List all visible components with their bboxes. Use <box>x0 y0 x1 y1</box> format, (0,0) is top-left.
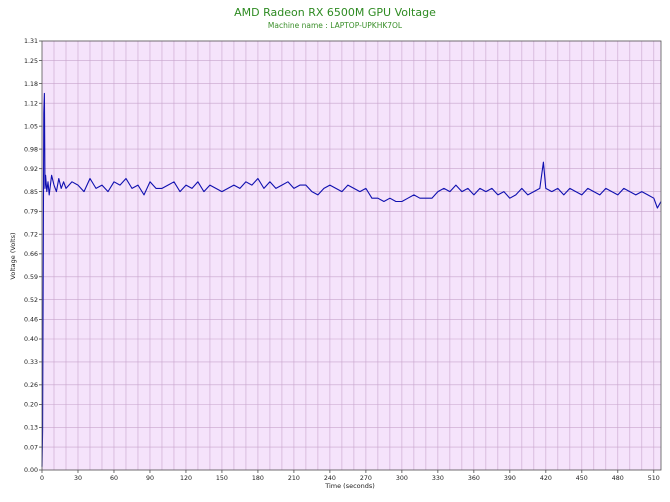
y-tick-label: 1.12 <box>24 100 38 107</box>
x-tick-label: 120 <box>180 475 192 482</box>
x-tick-label: 180 <box>252 475 264 482</box>
y-axis-label: Voltage (Volts) <box>9 232 17 279</box>
x-tick-label: 60 <box>110 475 118 482</box>
x-tick-label: 450 <box>576 475 588 482</box>
x-tick-label: 420 <box>540 475 552 482</box>
y-tick-label: 0.20 <box>24 402 38 409</box>
x-tick-label: 330 <box>432 475 444 482</box>
y-tick-label: 0.46 <box>24 317 38 324</box>
y-tick-label: 0.66 <box>24 251 38 258</box>
y-tick-label: 0.13 <box>24 425 38 432</box>
plot-area <box>42 41 661 470</box>
y-tick-label: 0.26 <box>24 382 38 389</box>
y-tick-label: 0.92 <box>24 166 38 173</box>
plot-frame <box>41 40 662 471</box>
chart-title: AMD Radeon RX 6500M GPU Voltage <box>234 6 436 19</box>
y-tick-label: 0.72 <box>24 231 38 238</box>
y-tick-label: 0.00 <box>24 467 38 474</box>
y-tick-label: 0.33 <box>24 359 38 366</box>
y-tick-label: 0.85 <box>24 189 38 196</box>
x-tick-label: 30 <box>74 475 82 482</box>
chart-subtitle: Machine name : LAPTOP-UPKHK7OL <box>268 21 403 30</box>
y-tick-label: 0.59 <box>24 274 38 281</box>
x-tick-label: 360 <box>468 475 480 482</box>
x-tick-label: 480 <box>612 475 624 482</box>
y-tick-label: 1.18 <box>24 81 38 88</box>
y-tick-label: 1.25 <box>24 58 38 65</box>
y-tick-label: 1.05 <box>24 123 38 130</box>
x-tick-label: 390 <box>504 475 516 482</box>
x-axis-label: Time (seconds) <box>324 482 375 490</box>
x-tick-label: 270 <box>360 475 372 482</box>
y-tick-label: 0.79 <box>24 208 38 215</box>
x-tick-label: 210 <box>288 475 300 482</box>
y-tick-label: 0.98 <box>24 146 38 153</box>
x-tick-label: 0 <box>40 475 44 482</box>
series-layer <box>41 92 662 467</box>
axis-ticks: 0 30 60 90 120 150 180 210 240 270 300 330 360 390 420… <box>24 38 660 482</box>
x-tick-label: 150 <box>216 475 228 482</box>
y-tick-label: 1.31 <box>24 38 38 45</box>
y-tick-label: 0.40 <box>24 336 38 343</box>
x-tick-label: 90 <box>146 475 154 482</box>
x-tick-label: 300 <box>396 475 408 482</box>
x-tick-label: 240 <box>324 475 336 482</box>
y-tick-label: 0.52 <box>24 297 38 304</box>
grid-lines <box>42 40 661 471</box>
x-tick-label: 510 <box>648 475 660 482</box>
y-tick-label: 0.07 <box>24 444 38 451</box>
voltage-series-line <box>41 92 662 467</box>
